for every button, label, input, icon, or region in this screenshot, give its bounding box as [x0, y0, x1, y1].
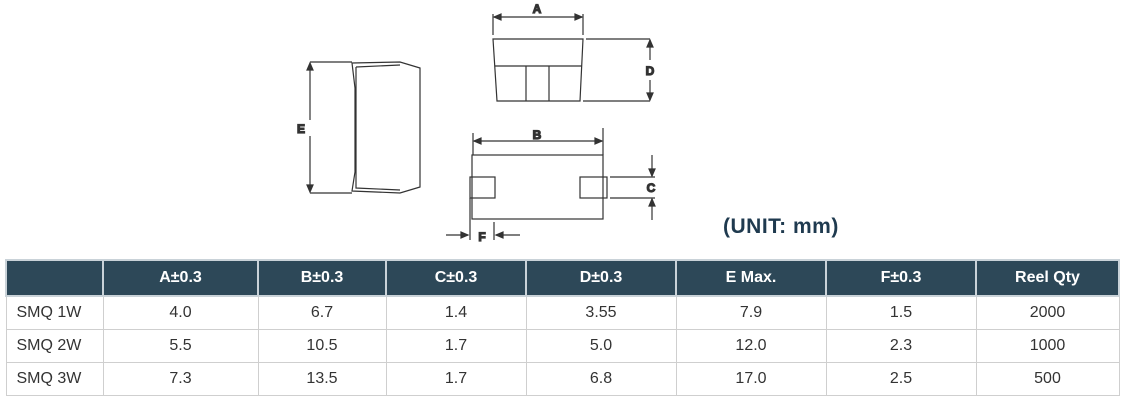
- cell: 1.7: [385, 329, 527, 363]
- table-row: SMQ 1W 4.0 6.7 1.4 3.55 7.9 1.5 2000: [5, 295, 1120, 330]
- cell: 12.0: [675, 329, 827, 363]
- header-f: F±0.3: [825, 259, 977, 297]
- cell-model: SMQ 3W: [5, 362, 104, 396]
- header-e: E Max.: [675, 259, 827, 297]
- cell-model: SMQ 2W: [5, 329, 104, 363]
- cell: 7.3: [102, 362, 259, 396]
- end-view: A D: [492, 1, 655, 102]
- label-c: C: [647, 181, 656, 195]
- component-dimension-drawing: E A D B C F: [296, 1, 656, 245]
- cell: 13.5: [257, 362, 387, 396]
- table-row: SMQ 3W 7.3 13.5 1.7 6.8 17.0 2.5 500: [5, 362, 1120, 396]
- side-view: E: [296, 61, 421, 194]
- header-a: A±0.3: [102, 259, 259, 297]
- header-reel-qty: Reel Qty: [975, 259, 1120, 297]
- cell: 3.55: [525, 295, 677, 330]
- label-f: F: [478, 230, 485, 244]
- bottom-view: B C F: [446, 127, 656, 245]
- table-row: SMQ 2W 5.5 10.5 1.7 5.0 12.0 2.3 1000: [5, 329, 1120, 363]
- label-b: B: [533, 128, 542, 142]
- unit-note: (UNIT: mm): [723, 215, 839, 238]
- header-c: C±0.3: [385, 259, 527, 297]
- cell: 10.5: [257, 329, 387, 363]
- label-a: A: [533, 2, 542, 16]
- cell: 1.7: [385, 362, 527, 396]
- cell: 6.7: [257, 295, 387, 330]
- cell: 5.0: [525, 329, 677, 363]
- label-d: D: [646, 64, 655, 78]
- cell: 2000: [975, 295, 1120, 330]
- cell: 6.8: [525, 362, 677, 396]
- cell: 1000: [975, 329, 1120, 363]
- cell-model: SMQ 1W: [5, 295, 104, 330]
- cell: 2.5: [825, 362, 977, 396]
- header-b: B±0.3: [257, 259, 387, 297]
- cell: 5.5: [102, 329, 259, 363]
- cell: 4.0: [102, 295, 259, 330]
- cell: 2.3: [825, 329, 977, 363]
- header-d: D±0.3: [525, 259, 677, 297]
- cell: 7.9: [675, 295, 827, 330]
- cell: 1.4: [385, 295, 527, 330]
- header-model: [5, 259, 104, 297]
- dimension-table: A±0.3 B±0.3 C±0.3 D±0.3 E Max. F±0.3 Ree…: [5, 259, 1120, 396]
- cell: 17.0: [675, 362, 827, 396]
- cell: 500: [975, 362, 1120, 396]
- cell: 1.5: [825, 295, 977, 330]
- label-e: E: [297, 122, 305, 136]
- table-header-row: A±0.3 B±0.3 C±0.3 D±0.3 E Max. F±0.3 Ree…: [5, 259, 1120, 297]
